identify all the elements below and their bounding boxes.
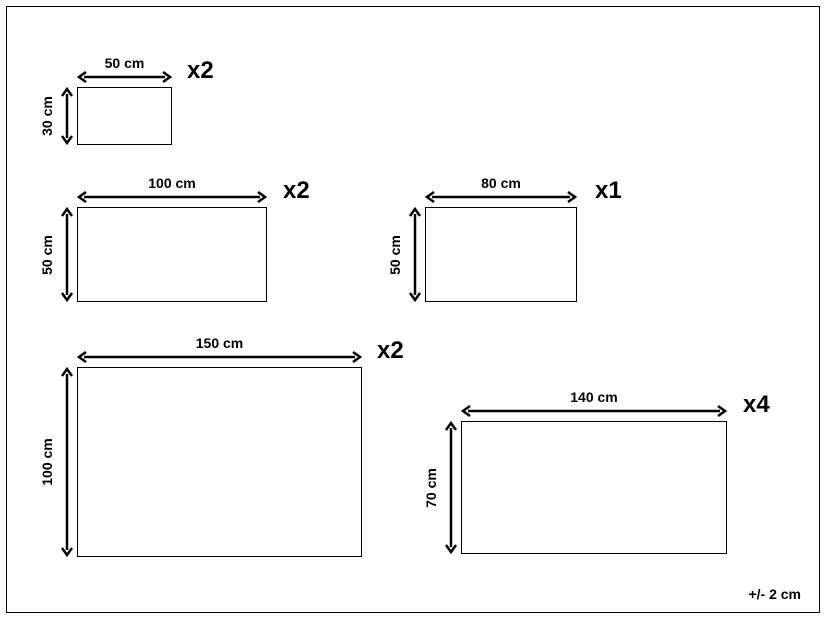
width-label: 150 cm [196, 335, 243, 351]
quantity-label: x2 [377, 337, 404, 365]
height-label: 70 cm [423, 468, 439, 508]
quantity-label: x2 [283, 177, 310, 205]
width-label: 100 cm [148, 175, 195, 191]
width-label: 80 cm [481, 175, 521, 191]
size-box-b140x70 [461, 421, 727, 554]
width-arrow [77, 349, 362, 365]
quantity-label: x4 [743, 391, 770, 419]
height-label: 50 cm [39, 235, 55, 275]
height-arrow [443, 421, 459, 554]
width-arrow [425, 189, 577, 205]
height-arrow [59, 367, 75, 557]
size-box-b80x50 [425, 207, 577, 302]
height-arrow [59, 87, 75, 145]
size-box-b50x30 [77, 87, 172, 145]
quantity-label: x1 [595, 177, 622, 205]
height-label: 30 cm [39, 96, 55, 136]
height-arrow [59, 207, 75, 302]
height-label: 50 cm [387, 235, 403, 275]
width-arrow [461, 403, 727, 419]
width-arrow [77, 69, 172, 85]
size-box-b150x100 [77, 367, 362, 557]
tolerance-note: +/- 2 cm [748, 586, 801, 602]
width-arrow [77, 189, 267, 205]
height-arrow [407, 207, 423, 302]
size-box-b100x50 [77, 207, 267, 302]
height-label: 100 cm [39, 438, 55, 485]
width-label: 50 cm [105, 55, 145, 71]
quantity-label: x2 [187, 57, 214, 85]
diagram-canvas: 50 cm 30 cm x2 100 cm 50 cm x2 80 cm 50 cm x1 150… [6, 6, 820, 613]
width-label: 140 cm [570, 389, 617, 405]
